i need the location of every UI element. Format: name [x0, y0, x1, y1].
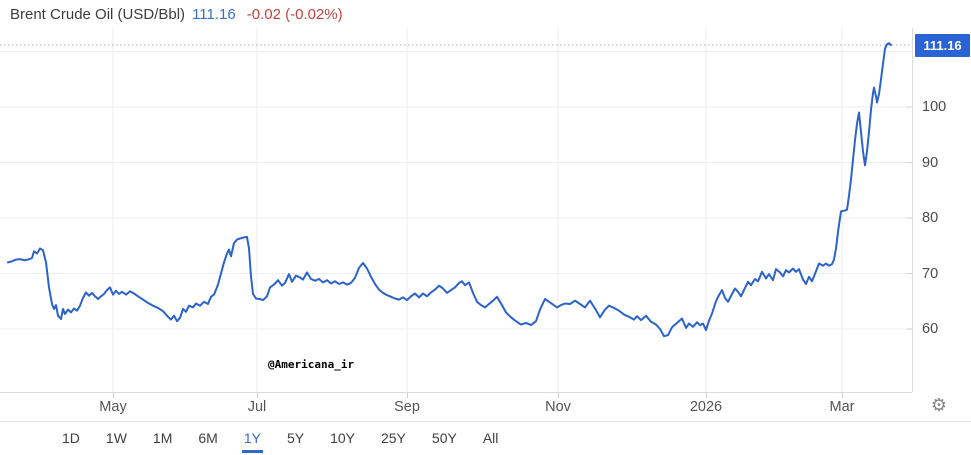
x-tick-mark [407, 393, 408, 398]
x-tick-mark [842, 393, 843, 398]
range-toolbar: 1D 1W 1M 6M 1Y 5Y 10Y 25Y 50Y All [0, 421, 971, 455]
range-button-6m[interactable]: 6M [198, 429, 218, 446]
x-axis-label: May [99, 399, 127, 415]
price-line-chart[interactable] [0, 28, 912, 392]
x-axis-label: Nov [545, 399, 571, 415]
y-axis-label: 60 [922, 321, 939, 337]
x-tick-mark [257, 393, 258, 398]
x-tick-mark [113, 393, 114, 398]
range-button-25y[interactable]: 25Y [380, 429, 406, 446]
y-axis-label: 100 [922, 99, 947, 115]
x-axis-label: 2026 [689, 399, 723, 415]
y-axis-label: 70 [922, 265, 939, 282]
x-tick-mark [558, 393, 559, 398]
chart-header: Brent Crude Oil (USD/Bbl) 111.16 -0.02 (-0… [10, 6, 343, 23]
price-series-line [7, 42, 892, 338]
x-axis: May Jul Sep Nov 2026 Mar [0, 392, 912, 421]
y-axis: 111.16 100 90 80 70 60 [912, 28, 971, 392]
range-button-1y[interactable]: 1Y [241, 425, 263, 453]
x-tick-mark [706, 393, 707, 398]
range-button-1w[interactable]: 1W [105, 429, 127, 446]
current-price-badge: 111.16 [915, 33, 970, 57]
chart-plot-area[interactable]: @Americana_ir [0, 28, 912, 392]
range-button-10y[interactable]: 10Y [330, 429, 355, 446]
x-axis-label: Jul [247, 399, 267, 415]
range-button-1d[interactable]: 1D [62, 429, 80, 446]
price-change: -0.02 (-0.02%) [246, 6, 343, 23]
x-axis-label: Mar [829, 399, 855, 415]
watermark: @Americana_ir [268, 358, 355, 371]
range-button-1m[interactable]: 1M [152, 429, 173, 446]
range-button-5y[interactable]: 5Y [286, 429, 305, 446]
range-button-all[interactable]: All [482, 429, 499, 446]
settings-gear-icon[interactable]: ⚙ [930, 395, 948, 415]
last-price: 111.16 [192, 6, 236, 23]
y-axis-label: 80 [922, 210, 939, 226]
instrument-title: Brent Crude Oil (USD/Bbl) [10, 6, 186, 23]
y-axis-label: 90 [922, 154, 939, 171]
x-axis-label: Sep [394, 399, 420, 415]
range-button-50y[interactable]: 50Y [431, 429, 457, 446]
